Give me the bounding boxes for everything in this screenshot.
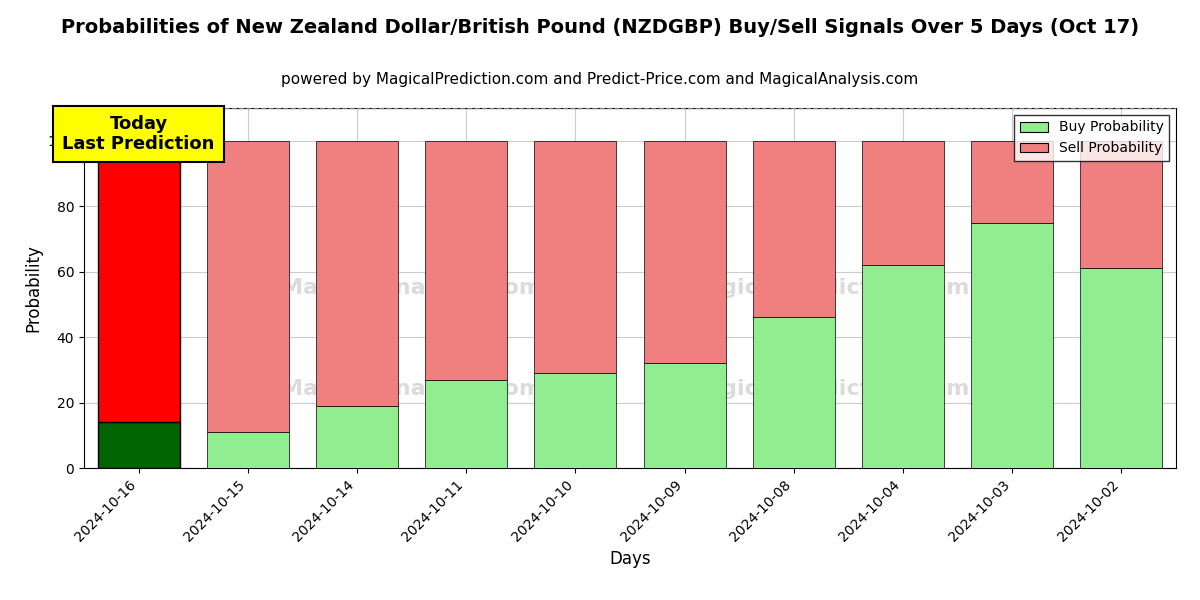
Bar	[862, 141, 944, 265]
Bar	[316, 141, 398, 406]
Text: Today
Last Prediction: Today Last Prediction	[62, 115, 215, 154]
Bar	[643, 363, 726, 468]
Text: MagicalPrediction.com: MagicalPrediction.com	[684, 278, 970, 298]
Text: powered by MagicalPrediction.com and Predict-Price.com and MagicalAnalysis.com: powered by MagicalPrediction.com and Pre…	[281, 72, 919, 87]
Bar	[534, 373, 617, 468]
Bar	[752, 141, 835, 317]
Text: MagicalAnalysis.com: MagicalAnalysis.com	[281, 379, 542, 399]
Text: MagicalPrediction.com: MagicalPrediction.com	[684, 379, 970, 399]
Bar	[97, 422, 180, 468]
Text: Probabilities of New Zealand Dollar/British Pound (NZDGBP) Buy/Sell Signals Over: Probabilities of New Zealand Dollar/Brit…	[61, 18, 1139, 37]
Bar	[425, 380, 508, 468]
Bar	[534, 141, 617, 373]
Bar	[206, 141, 289, 432]
Bar	[971, 223, 1054, 468]
Bar	[1080, 141, 1163, 268]
Y-axis label: Probability: Probability	[24, 244, 42, 332]
Bar	[643, 141, 726, 363]
Bar	[97, 141, 180, 422]
Bar	[752, 317, 835, 468]
Bar	[425, 141, 508, 380]
Legend: Buy Probability, Sell Probability: Buy Probability, Sell Probability	[1014, 115, 1169, 161]
X-axis label: Days: Days	[610, 550, 650, 568]
Text: MagicalAnalysis.com: MagicalAnalysis.com	[281, 278, 542, 298]
Bar	[1080, 268, 1163, 468]
Bar	[206, 432, 289, 468]
Bar	[862, 265, 944, 468]
Bar	[971, 141, 1054, 223]
Bar	[316, 406, 398, 468]
